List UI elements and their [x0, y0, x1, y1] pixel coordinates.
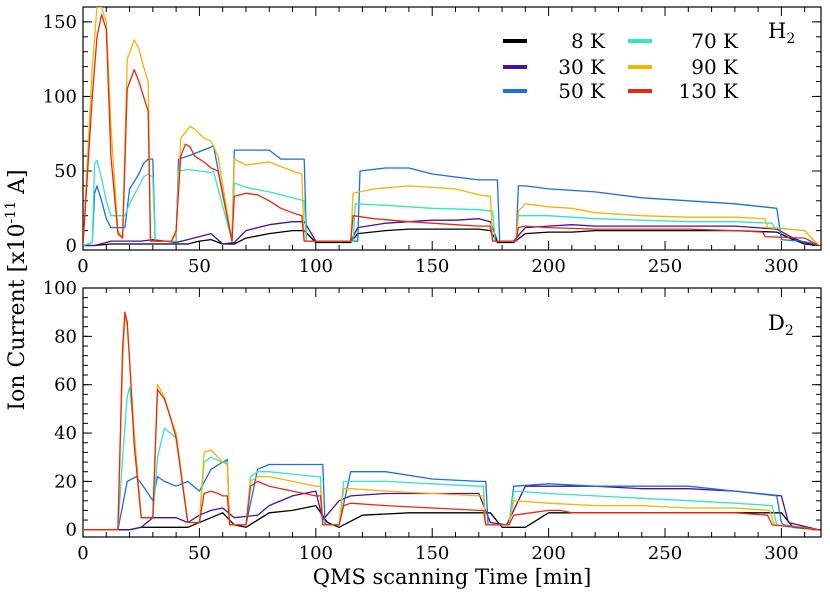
- axis-ticks-d2: [82, 287, 821, 537]
- xtick-label-h2: 50: [188, 256, 211, 277]
- series-line-130k-d2: [83, 311, 819, 531]
- legend-label-30k: 30 K: [558, 55, 606, 79]
- ytick-labels-h2: 0 50 100 150: [43, 12, 77, 257]
- legend-label-90k: 90 K: [691, 55, 739, 79]
- ytick-label-d2: 0: [66, 520, 77, 541]
- xtick-label-h2: 200: [531, 256, 565, 277]
- xtick-label-d2: 50: [188, 543, 211, 564]
- legend-label-130k: 130 K: [679, 79, 740, 103]
- series-line-90k-d2: [83, 316, 819, 531]
- panel-d2: 0 50 100 150 200 250 300 0 20 40 60 80 100 D2: [43, 278, 822, 564]
- xtick-labels-h2: 0 50 100 150 200 250 300: [77, 256, 798, 277]
- ytick-label-d2: 80: [54, 326, 77, 347]
- x-axis-label: QMS scanning Time [min]: [313, 565, 592, 589]
- panel-label-h2: H2: [768, 19, 795, 47]
- xtick-label-h2: 0: [77, 256, 88, 277]
- xtick-label-h2: 300: [764, 256, 798, 277]
- xtick-label-d2: 150: [415, 543, 449, 564]
- panel-h2: 0 50 100 150 200 250 300 0 50 100 150 H2 8 K30 K5…: [43, 6, 822, 277]
- xtick-label-h2: 150: [415, 256, 449, 277]
- series-line-90k-h2: [83, 7, 820, 246]
- xtick-label-d2: 250: [648, 543, 682, 564]
- series-line-8k-h2: [83, 228, 819, 247]
- xtick-label-d2: 0: [77, 543, 88, 564]
- ytick-label-d2: 100: [43, 278, 77, 299]
- series-line-70k-h2: [83, 159, 820, 247]
- ytick-label-h2: 150: [43, 12, 77, 33]
- series-group-h2: [83, 7, 820, 247]
- series-line-30k-h2: [83, 218, 819, 247]
- xtick-label-d2: 200: [531, 543, 565, 564]
- xtick-label-d2: 100: [299, 543, 333, 564]
- panel-label-d2: D2: [768, 311, 794, 339]
- series-line-130k-h2: [83, 13, 820, 247]
- axis-ticks-h2: [82, 6, 821, 250]
- ytick-label-h2: 100: [43, 86, 77, 107]
- ytick-labels-d2: 0 20 40 60 80 100: [43, 278, 77, 541]
- ytick-label-d2: 20: [54, 471, 77, 492]
- plot-frame-d2: [82, 287, 822, 538]
- legend-label-70k: 70 K: [691, 29, 739, 53]
- ytick-label-d2: 60: [54, 375, 77, 396]
- ytick-label-d2: 40: [54, 423, 77, 444]
- xtick-labels-d2: 0 50 100 150 200 250 300: [77, 543, 798, 564]
- plot-frame-h2: [82, 6, 822, 251]
- series-line-50k-h2: [83, 144, 819, 247]
- xtick-label-d2: 300: [764, 543, 798, 564]
- legend-label-50k: 50 K: [558, 79, 606, 103]
- ytick-label-h2: 50: [54, 161, 77, 182]
- xtick-label-h2: 250: [648, 256, 682, 277]
- y-axis-label: Ion Current [x10-11 A]: [3, 169, 30, 410]
- series-group-d2: [83, 311, 819, 531]
- ytick-label-h2: 0: [66, 236, 77, 257]
- legend-label-8k: 8 K: [571, 29, 606, 53]
- xtick-label-h2: 100: [299, 256, 333, 277]
